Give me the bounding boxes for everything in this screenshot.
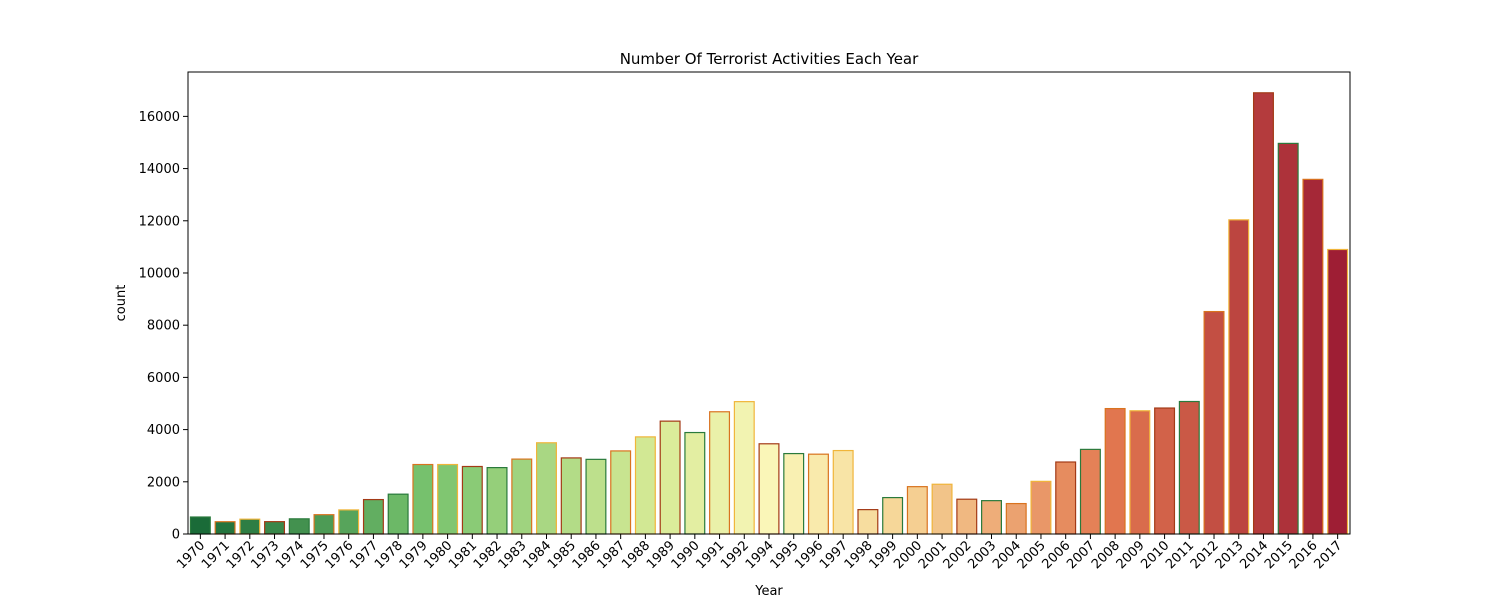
bar-2010: [1154, 407, 1176, 535]
bar-1979: [412, 463, 434, 535]
bar-1980: [437, 463, 459, 535]
bar-1990: [684, 431, 706, 535]
bar-1988: [634, 436, 656, 535]
bar-2017: [1327, 248, 1349, 535]
y-tick-label: 4000: [147, 423, 180, 438]
bar-2000: [906, 486, 928, 535]
bar-1978: [387, 493, 409, 535]
bar-2016: [1302, 178, 1324, 535]
y-tick-label: 6000: [147, 371, 180, 386]
bar-1975: [313, 514, 335, 535]
bar-2011: [1178, 400, 1200, 535]
y-tick-label: 16000: [139, 110, 180, 125]
bar-1984: [535, 442, 557, 535]
bar-2001: [931, 483, 953, 535]
bar-1997: [832, 449, 854, 535]
bar-1971: [214, 521, 236, 535]
bar-2006: [1055, 461, 1077, 535]
plot-frame: [187, 71, 1351, 535]
y-tick-label: 12000: [139, 214, 180, 229]
bar-1981: [461, 465, 483, 535]
bar-1972: [239, 518, 261, 535]
bar-2007: [1079, 448, 1101, 535]
bar-1992: [733, 401, 755, 535]
bar-2012: [1203, 310, 1225, 535]
bar-1995: [783, 452, 805, 535]
bar-1989: [659, 420, 681, 535]
bar-2004: [1005, 502, 1027, 535]
bar-2003: [981, 500, 1002, 535]
x-tick-label-2017: 2017: [1311, 538, 1345, 572]
bar-2009: [1129, 410, 1151, 535]
bar-1974: [288, 518, 310, 535]
bar-2008: [1104, 407, 1126, 535]
bar-2014: [1252, 92, 1274, 535]
y-tick-label: 8000: [147, 319, 180, 334]
bar-1987: [610, 450, 632, 535]
bar-1970: [189, 516, 211, 535]
bar-1985: [560, 457, 582, 535]
y-tick-label: 2000: [147, 475, 180, 490]
bar-2002: [956, 498, 978, 535]
bar-1999: [882, 496, 904, 535]
bar-2015: [1277, 142, 1299, 535]
y-axis-title: count: [114, 285, 129, 322]
y-tick-label: 14000: [139, 162, 180, 177]
y-tick-label: 0: [172, 528, 180, 543]
bar-1986: [585, 458, 607, 535]
bar-1996: [807, 453, 829, 535]
bar-1973: [264, 521, 286, 535]
bar-1998: [857, 509, 879, 535]
x-axis: 1970197119721973197419751976197719781979…: [174, 534, 1345, 572]
bar-1977: [362, 498, 384, 535]
y-axis: 0 2000 4000 6000 8000 10000 12000 14000 16000: [139, 110, 188, 543]
bar-1982: [486, 467, 508, 535]
bar-1983: [511, 458, 533, 535]
chart-title: Number Of Terrorist Activities Each Year: [620, 50, 919, 68]
y-tick-label: 10000: [139, 266, 180, 281]
bar-1991: [709, 411, 731, 535]
bars-group: [189, 92, 1349, 535]
bar-2013: [1228, 219, 1250, 535]
bar-2005: [1030, 480, 1052, 535]
x-axis-title: Year: [754, 584, 783, 599]
bar-1994: [758, 443, 780, 535]
bar-1976: [338, 509, 360, 535]
